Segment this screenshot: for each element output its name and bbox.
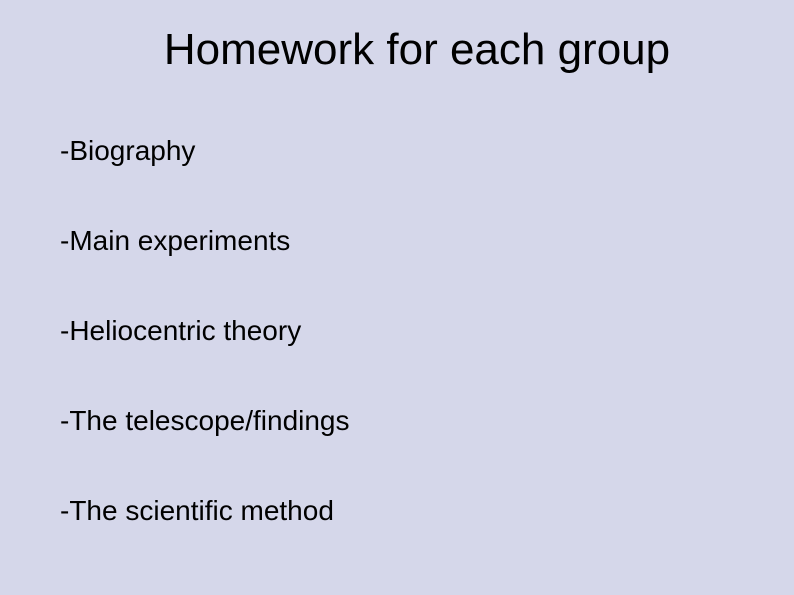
bullet-list: -Biography -Main experiments -Heliocentr… [50, 135, 744, 527]
slide-title: Homework for each group [90, 25, 744, 75]
bullet-item: -The telescope/findings [60, 405, 744, 437]
bullet-item: -Heliocentric theory [60, 315, 744, 347]
bullet-item: -Main experiments [60, 225, 744, 257]
bullet-item: -Biography [60, 135, 744, 167]
slide-container: Homework for each group -Biography -Main… [0, 0, 794, 595]
bullet-item: -The scientific method [60, 495, 744, 527]
